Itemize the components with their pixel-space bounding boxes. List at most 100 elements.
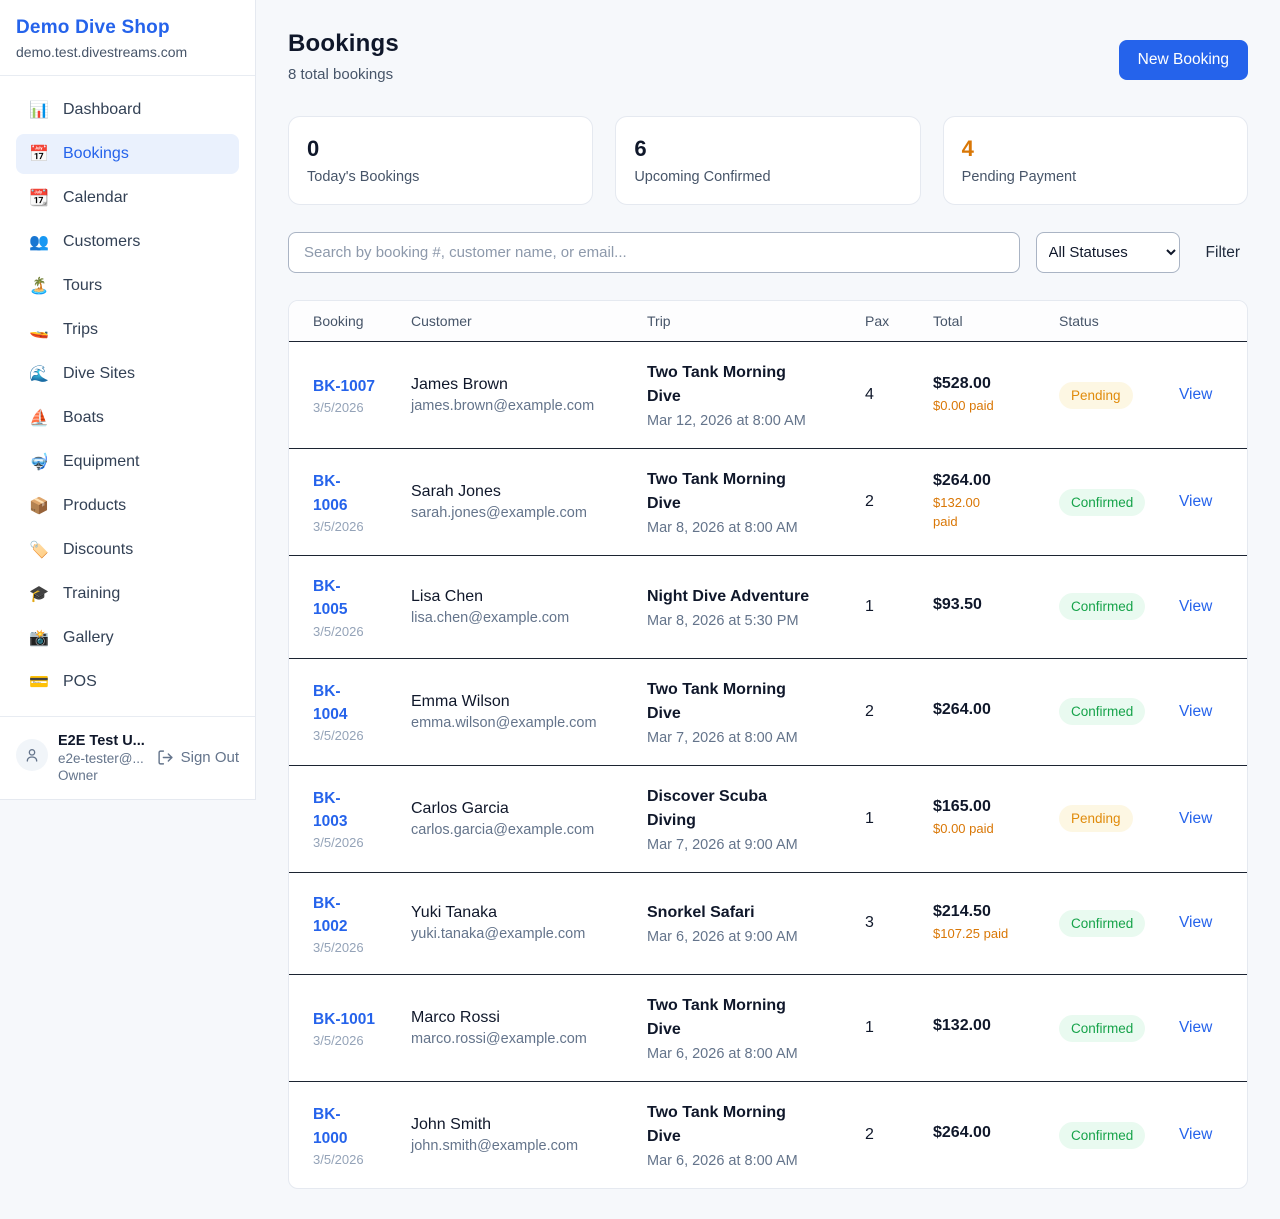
customer-name: Carlos Garcia bbox=[411, 799, 509, 817]
calendar-icon: 📅 bbox=[29, 146, 49, 163]
customer-name: James Brown bbox=[411, 376, 508, 393]
sidebar-item-tours[interactable]: 🏝️ Tours bbox=[29, 277, 103, 295]
sidebar-item-gallery[interactable]: 📸 Gallery bbox=[29, 629, 114, 647]
sidebar-item-training[interactable]: 🎓 Training bbox=[29, 585, 121, 603]
customer-name: Lisa Chen bbox=[411, 587, 484, 605]
sidebar-item-customers[interactable]: 👥 Customers bbox=[29, 233, 141, 251]
stat-card-upcoming-confirmed: 6 Upcoming Confirmed bbox=[615, 116, 921, 205]
filter-button[interactable]: Filter bbox=[1205, 243, 1240, 261]
status-badge: Confirmed bbox=[1059, 488, 1146, 516]
view-link[interactable]: View bbox=[1179, 914, 1213, 932]
pax-count: 1 bbox=[865, 597, 874, 615]
trip-name: Two Tank Morning Dive bbox=[647, 1104, 786, 1145]
sidebar-item-boats[interactable]: ⛵ Boats bbox=[29, 409, 104, 427]
new-booking-button[interactable]: New Booking bbox=[1118, 40, 1248, 80]
customer-name: Marco Rossi bbox=[411, 1009, 500, 1026]
trip-name: Two Tank Morning Dive bbox=[647, 471, 786, 512]
trip-time: Mar 12, 2026 at 8:00 AM bbox=[647, 413, 806, 429]
table-row: BK- 1002 3/5/2026 Yuki Tanaka yuki.tanak… bbox=[289, 872, 1247, 975]
table-row: BK- 1004 3/5/2026 Emma Wilson emma.wilso… bbox=[289, 658, 1247, 766]
column-header-pax: Pax bbox=[855, 301, 923, 342]
booking-link[interactable]: BK- 1002 bbox=[313, 894, 348, 935]
view-link[interactable]: View bbox=[1179, 702, 1213, 720]
sidebar-item-products[interactable]: 📦 Products bbox=[29, 497, 127, 515]
status-select[interactable]: All Statuses bbox=[1035, 232, 1180, 273]
avatar bbox=[16, 739, 48, 771]
view-link[interactable]: View bbox=[1179, 386, 1213, 403]
sidebar-item-dashboard[interactable]: 📊 Dashboard bbox=[29, 101, 142, 119]
table-row: BK- 1003 3/5/2026 Carlos Garcia carlos.g… bbox=[289, 765, 1247, 873]
user-name: E2E Test U... bbox=[58, 733, 145, 749]
customer-email: sarah.jones@example.com bbox=[411, 505, 587, 521]
sign-out-label: Sign Out bbox=[180, 749, 239, 766]
sidebar-item-equipment[interactable]: 🤿 Equipment bbox=[29, 453, 140, 471]
total-amount: $93.50 bbox=[933, 595, 982, 613]
booking-date: 3/5/2026 bbox=[313, 940, 364, 955]
trip-name: Discover Scuba Diving bbox=[647, 787, 768, 829]
graduation-cap-icon: 🎓 bbox=[29, 586, 49, 603]
sidebar-item-trips[interactable]: 🚤 Trips bbox=[29, 321, 98, 339]
trip-time: Mar 7, 2026 at 8:00 AM bbox=[647, 729, 798, 746]
stat-label: Today's Bookings bbox=[307, 169, 420, 185]
customer-name: Sarah Jones bbox=[411, 483, 501, 500]
booking-link[interactable]: BK- 1004 bbox=[313, 682, 348, 723]
sidebar-item-pos[interactable]: 💳 POS bbox=[29, 673, 97, 691]
trip-name: Two Tank Morning Dive bbox=[647, 680, 786, 722]
booking-link[interactable]: BK-1001 bbox=[313, 1010, 376, 1028]
booking-link[interactable]: BK- 1005 bbox=[313, 578, 348, 619]
booking-date: 3/5/2026 bbox=[313, 518, 364, 534]
customer-email: james.brown@example.com bbox=[411, 398, 595, 414]
pax-count: 2 bbox=[865, 1126, 874, 1143]
stat-card-pending-payment: 4 Pending Payment bbox=[942, 116, 1248, 205]
customer-email: lisa.chen@example.com bbox=[411, 609, 570, 626]
page-title: Bookings bbox=[288, 30, 399, 57]
sidebar-nav: 📊 Dashboard 📅 Bookings 📆 Calendar 👥 Cust… bbox=[0, 76, 255, 716]
sidebar-item-bookings[interactable]: 📅 Bookings bbox=[16, 134, 239, 174]
page-subtitle: 8 total bookings bbox=[288, 66, 394, 83]
sign-out-button[interactable]: Sign Out bbox=[157, 749, 239, 766]
total-amount: $528.00 bbox=[933, 374, 991, 392]
brand-domain: demo.test.divestreams.com bbox=[16, 44, 188, 60]
label-tag-icon: 🏷️ bbox=[29, 542, 49, 559]
people-icon: 👥 bbox=[29, 234, 49, 251]
island-icon: 🏝️ bbox=[29, 278, 49, 295]
status-badge: Confirmed bbox=[1059, 909, 1146, 937]
page-header: Bookings 8 total bookings New Booking bbox=[288, 30, 1248, 83]
sidebar-item-dive-sites[interactable]: 🌊 Dive Sites bbox=[29, 365, 136, 383]
view-link[interactable]: View bbox=[1179, 809, 1213, 827]
booking-date: 3/5/2026 bbox=[313, 835, 364, 851]
filter-row: All Statuses Filter bbox=[288, 232, 1248, 273]
trip-time: Mar 6, 2026 at 8:00 AM bbox=[647, 1153, 798, 1169]
trip-name: Two Tank Morning Dive bbox=[647, 997, 786, 1038]
booking-link[interactable]: BK- 1003 bbox=[313, 789, 348, 830]
trip-name: Night Dive Adventure bbox=[647, 587, 810, 605]
sidebar-item-discounts[interactable]: 🏷️ Discounts bbox=[29, 541, 134, 559]
status-badge: Confirmed bbox=[1059, 593, 1146, 621]
booking-link[interactable]: BK- 1000 bbox=[313, 1106, 348, 1147]
trip-name: Snorkel Safari bbox=[647, 904, 755, 922]
status-badge: Confirmed bbox=[1059, 698, 1146, 725]
view-link[interactable]: View bbox=[1179, 597, 1213, 615]
column-header-booking: Booking bbox=[289, 301, 401, 342]
logout-icon bbox=[158, 750, 173, 765]
booking-link[interactable]: BK- 1006 bbox=[313, 473, 348, 514]
column-header-customer: Customer bbox=[401, 301, 637, 342]
status-badge: Confirmed bbox=[1059, 1014, 1146, 1042]
column-header-view bbox=[1169, 301, 1247, 342]
pax-count: 3 bbox=[865, 914, 874, 932]
view-link[interactable]: View bbox=[1179, 1126, 1213, 1143]
search-input[interactable] bbox=[288, 232, 1020, 273]
sidebar-item-calendar[interactable]: 📆 Calendar bbox=[29, 189, 128, 207]
column-header-total: Total bbox=[923, 301, 1049, 342]
view-link[interactable]: View bbox=[1179, 1019, 1213, 1036]
customer-email: yuki.tanaka@example.com bbox=[411, 926, 586, 943]
trip-time: Mar 6, 2026 at 9:00 AM bbox=[647, 929, 798, 946]
customer-name: Emma Wilson bbox=[411, 692, 510, 710]
bookings-table-card: Booking Customer Trip Pax Total Status B… bbox=[288, 300, 1248, 1189]
view-link[interactable]: View bbox=[1179, 493, 1213, 510]
booking-link[interactable]: BK-1007 bbox=[313, 377, 376, 395]
customer-email: john.smith@example.com bbox=[411, 1138, 579, 1154]
pax-count: 1 bbox=[865, 1019, 874, 1036]
total-amount: $214.50 bbox=[933, 902, 991, 920]
trip-time: Mar 6, 2026 at 8:00 AM bbox=[647, 1046, 798, 1062]
